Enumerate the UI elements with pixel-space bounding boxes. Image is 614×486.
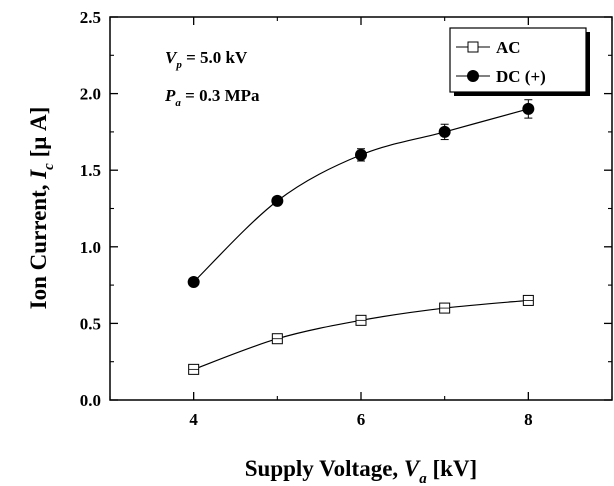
data-point-dc bbox=[271, 194, 284, 207]
y-tick-label: 1.5 bbox=[80, 161, 101, 180]
annotation-vp: Vp = 5.0 kV bbox=[165, 48, 248, 71]
y-tick-label: 2.0 bbox=[80, 85, 101, 104]
legend: AC DC (+) bbox=[449, 27, 590, 96]
y-tick-label: 1.0 bbox=[80, 238, 101, 257]
x-tick-label: 8 bbox=[524, 410, 533, 429]
series-lines bbox=[193, 108, 529, 370]
legend-dc-label: DC (+) bbox=[496, 67, 546, 86]
y-tick-label: 0.0 bbox=[80, 391, 101, 410]
y-tick-label: 0.5 bbox=[80, 314, 101, 333]
series-markers bbox=[187, 99, 535, 375]
data-point-dc bbox=[355, 148, 367, 161]
ticks: 4 6 8 0.0 0.5 1.0 1.5 2.0 2.5 bbox=[80, 8, 613, 429]
series-line-ac bbox=[193, 299, 529, 370]
series-line-dc bbox=[193, 108, 529, 283]
data-point-dc bbox=[438, 125, 451, 138]
data-point-dc bbox=[522, 102, 535, 115]
annotation-pa: Pa = 0.3 MPa bbox=[164, 86, 260, 109]
x-tick-label: 4 bbox=[189, 410, 198, 429]
y-tick-label: 2.5 bbox=[80, 8, 101, 27]
x-axis-title: Supply Voltage, Va [kV] bbox=[245, 456, 477, 486]
y-axis-title: Ion Current, Ic [μ A] bbox=[26, 107, 57, 310]
data-point-dc bbox=[187, 276, 200, 289]
legend-ac-marker bbox=[467, 41, 479, 53]
legend-dc-marker bbox=[467, 70, 479, 82]
legend-ac-label: AC bbox=[496, 38, 521, 57]
x-tick-label: 6 bbox=[357, 410, 366, 429]
annotation-group: Vp = 5.0 kV Pa = 0.3 MPa bbox=[164, 48, 260, 109]
